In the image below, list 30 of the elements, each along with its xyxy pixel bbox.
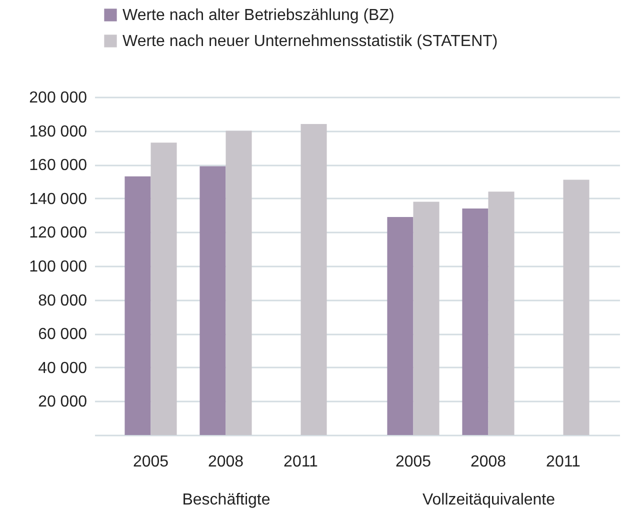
bar bbox=[387, 216, 414, 435]
y-tick-label: 140 000 bbox=[29, 190, 88, 208]
y-tick-label: 40 000 bbox=[38, 360, 88, 377]
y-tick-label: 180 000 bbox=[29, 123, 88, 140]
bar bbox=[413, 202, 440, 435]
y-tick-label: 20 000 bbox=[38, 394, 88, 411]
y-tick-label: 100 000 bbox=[29, 258, 88, 276]
bar bbox=[563, 180, 590, 435]
bar bbox=[226, 130, 252, 435]
bar bbox=[124, 176, 151, 435]
y-tick-label: 60 000 bbox=[38, 326, 88, 344]
x-axis-title: Vollzeitäquivalente bbox=[422, 492, 556, 508]
bar bbox=[150, 142, 177, 435]
x-tick-label: 2005 bbox=[395, 454, 432, 470]
x-tick-label: 2011 bbox=[284, 454, 318, 470]
y-tick-label: 160 000 bbox=[29, 157, 88, 174]
legend-label: Werte nach neuer Unternehmensstatistik (STATENT) bbox=[122, 33, 498, 50]
x-tick-label: 2005 bbox=[132, 454, 169, 470]
y-tick-label: 80 000 bbox=[38, 292, 88, 310]
x-axis-title: Beschäftigte bbox=[182, 492, 270, 508]
bar bbox=[300, 124, 327, 435]
bar bbox=[200, 166, 226, 435]
bar bbox=[488, 192, 514, 435]
y-tick-label: 120 000 bbox=[29, 224, 88, 242]
bar bbox=[462, 208, 488, 435]
y-tick-label: 200 000 bbox=[29, 90, 88, 106]
x-tick-label: 2008 bbox=[470, 454, 506, 470]
x-tick-label: 2011 bbox=[546, 454, 581, 470]
x-tick-label: 2008 bbox=[208, 454, 244, 470]
legend-label: Werte nach alter Betriebszählung (BZ) bbox=[122, 7, 394, 24]
